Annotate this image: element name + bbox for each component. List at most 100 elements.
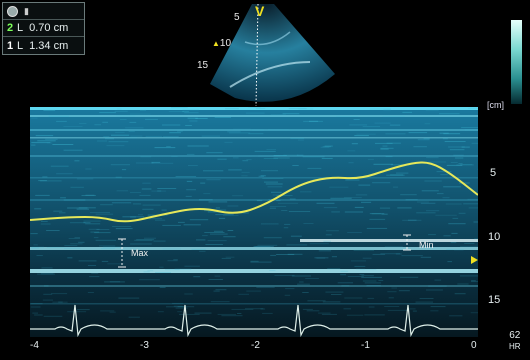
measurement-value: 1.34 cm [29, 39, 69, 52]
speckle [46, 230, 60, 231]
speckle [326, 230, 339, 232]
measurement-label: L [17, 39, 24, 52]
m-mode-cursor-line[interactable] [255, 3, 259, 107]
speckle [90, 231, 100, 233]
speckle [330, 197, 352, 199]
speckle [385, 133, 406, 135]
speckle [283, 154, 299, 156]
speckle [213, 290, 220, 292]
speckle [79, 123, 87, 124]
speckle [398, 290, 410, 292]
speckle [269, 270, 276, 271]
speckle [175, 307, 188, 309]
speckle [175, 176, 197, 177]
speckle [372, 182, 391, 184]
speckle [384, 246, 403, 248]
speckle [102, 121, 108, 123]
speckle [34, 208, 42, 210]
speckle [143, 271, 150, 273]
speckle [188, 165, 198, 166]
speckle [368, 158, 374, 160]
speckle [214, 275, 221, 277]
speckle [428, 234, 436, 236]
speckle [186, 180, 193, 182]
speckle [262, 312, 273, 314]
speckle [451, 232, 458, 234]
speckle [37, 140, 56, 142]
speckle [276, 200, 281, 202]
speckle [224, 141, 233, 143]
speckle [276, 195, 293, 196]
speckle [229, 132, 251, 134]
speckle [144, 237, 156, 239]
speckle [448, 146, 465, 148]
speckle [155, 219, 166, 221]
speckle [105, 138, 114, 140]
speckle [426, 210, 440, 212]
speckle [283, 227, 289, 229]
speckle [366, 227, 388, 229]
speckle [373, 163, 393, 165]
speckle [178, 221, 185, 223]
speckle [208, 279, 223, 280]
tissue-band [30, 199, 478, 201]
speckle [78, 260, 97, 262]
sector-image [210, 3, 335, 107]
tissue-band [30, 155, 478, 157]
speckle [31, 117, 38, 119]
speckle [424, 123, 431, 125]
speckle [281, 210, 288, 211]
speckle [255, 108, 266, 109]
speckle [94, 124, 101, 126]
speckle [142, 204, 161, 206]
speckle [116, 190, 128, 192]
speckle [343, 308, 351, 310]
speckle [454, 293, 466, 295]
speckle [154, 147, 176, 149]
measurement-index: 2 [7, 22, 14, 34]
speckle [248, 107, 261, 108]
speckle [232, 195, 244, 197]
speckle [344, 197, 362, 199]
min-caliper[interactable] [403, 234, 411, 251]
measurement-row: 1 L 1.34 cm [3, 37, 84, 54]
speckle [329, 186, 349, 188]
measurement-row: 2 L 0.70 cm [3, 20, 84, 37]
speckle [381, 213, 388, 215]
speckle [248, 133, 264, 135]
speckle [393, 186, 399, 188]
speckle [336, 116, 359, 117]
speckle [41, 220, 48, 222]
speckle [56, 173, 73, 175]
max-caliper[interactable] [118, 238, 126, 268]
m-mode-background [30, 107, 478, 337]
time-tick-label: 0 [471, 340, 477, 351]
speckle [130, 192, 141, 193]
speckle [199, 250, 206, 252]
measurement-panel: ▮ 2 L 0.70 cm 1 L 1.34 cm [2, 2, 85, 55]
speckle [53, 210, 63, 212]
speckle [195, 117, 208, 119]
speckle [64, 247, 81, 249]
speckle [437, 193, 444, 195]
speckle [284, 223, 291, 225]
speckle [305, 278, 319, 279]
speckle [401, 255, 423, 257]
speckle [366, 285, 381, 287]
tissue-band [30, 115, 478, 117]
speckle [420, 202, 436, 204]
speckle [345, 179, 360, 181]
probe-icon: ▮ [24, 5, 29, 16]
speckle [452, 217, 459, 219]
speckle [208, 201, 228, 203]
speckle [471, 142, 478, 144]
speckle [191, 248, 206, 250]
speckle [140, 156, 152, 158]
speckle [130, 216, 136, 218]
speckle [134, 239, 153, 241]
speckle [444, 141, 466, 142]
speckle [206, 152, 223, 154]
speckle [457, 283, 469, 285]
speckle [409, 308, 416, 310]
speckle [440, 174, 448, 176]
